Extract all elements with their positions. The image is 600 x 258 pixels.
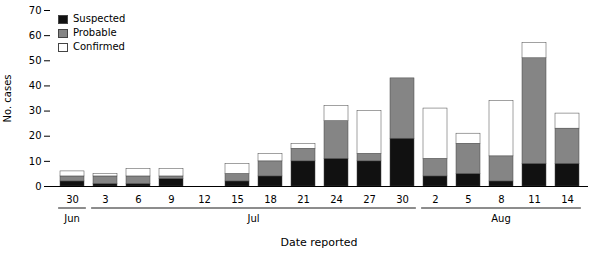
svg-text:11: 11 [528, 194, 541, 205]
svg-text:Jun: Jun [63, 213, 80, 224]
svg-text:9: 9 [168, 194, 174, 205]
svg-text:12: 12 [198, 194, 211, 205]
svg-text:30: 30 [396, 194, 409, 205]
svg-text:20: 20 [29, 130, 42, 141]
svg-text:15: 15 [231, 194, 244, 205]
svg-text:21: 21 [297, 194, 310, 205]
svg-text:60: 60 [29, 30, 42, 41]
html-text:Suspected: Suspected [73, 13, 126, 24]
svg-text:6: 6 [135, 194, 141, 205]
svg-text:70: 70 [29, 5, 42, 16]
svg-text:30: 30 [29, 105, 42, 116]
svg-text:40: 40 [29, 80, 42, 91]
svg-text:5: 5 [465, 194, 471, 205]
svg-text:Aug: Aug [491, 213, 511, 224]
svg-text:8: 8 [498, 194, 504, 205]
svg-text:50: 50 [29, 55, 42, 66]
svg-text:No. cases: No. cases [2, 75, 13, 123]
svg-text:0: 0 [35, 181, 41, 192]
svg-text:14: 14 [561, 194, 574, 205]
svg-text:18: 18 [264, 194, 277, 205]
svg-text:24: 24 [330, 194, 343, 205]
svg-text:2: 2 [432, 194, 438, 205]
svg-text:27: 27 [363, 194, 376, 205]
svg-text:10: 10 [29, 156, 42, 167]
svg-text:30: 30 [66, 194, 79, 205]
svg-text:3: 3 [102, 194, 108, 205]
html-text:Probable: Probable [73, 27, 117, 38]
svg-text:Date reported: Date reported [280, 236, 357, 249]
svg-text:Jul: Jul [246, 213, 259, 224]
html-text:Confirmed: Confirmed [73, 41, 125, 52]
